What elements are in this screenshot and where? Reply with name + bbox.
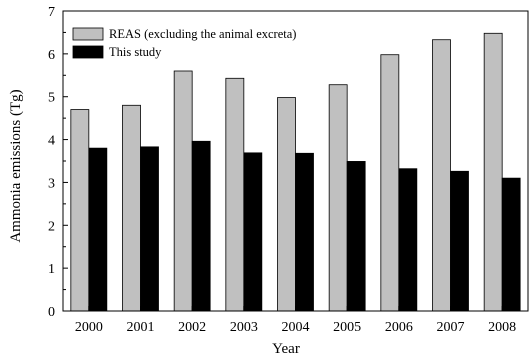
bar-this-study-2007 (450, 170, 469, 312)
bar-reas-2000 (70, 109, 90, 312)
x-tick-label: 2006 (385, 320, 413, 335)
x-tick-label: 2000 (75, 320, 103, 335)
y-tick-label: 3 (48, 176, 55, 191)
bar-this-study-2006 (398, 168, 418, 312)
y-tick-label: 5 (48, 91, 55, 106)
x-tick-label: 2003 (230, 320, 258, 335)
x-tick-label: 2008 (488, 320, 516, 335)
bar-reas-2003 (225, 77, 245, 312)
bar-reas-2005 (328, 84, 348, 312)
bar-reas-2001 (122, 104, 141, 312)
bar-reas-2007 (432, 39, 451, 312)
bar-reas-2008 (483, 32, 503, 312)
bar-reas-2004 (277, 97, 296, 312)
y-tick-label: 0 (48, 305, 55, 320)
legend: REAS (excluding the animal excreta) This … (72, 27, 296, 59)
legend-swatch-this-study (72, 45, 104, 59)
x-tick-label: 2005 (333, 320, 361, 335)
legend-label-reas: REAS (excluding the animal excreta) (109, 27, 296, 41)
bar-this-study-2004 (295, 152, 314, 312)
bar-reas-2002 (173, 70, 193, 312)
bar-this-study-2008 (501, 177, 521, 312)
x-axis-title: Year (272, 341, 300, 357)
y-tick-label: 7 (48, 5, 55, 20)
axes: 0 1 2 3 4 5 6 7 2000 2001 2002 2003 2004 2005 2006 2007… (48, 5, 529, 335)
y-tick-label: 1 (48, 262, 55, 277)
bar-reas-2006 (380, 54, 400, 312)
bar-this-study-2002 (191, 140, 211, 312)
bar-this-study-2003 (243, 152, 263, 312)
legend-swatch-reas (72, 27, 104, 41)
y-tick-label: 6 (48, 48, 55, 63)
x-tick-label: 2002 (178, 320, 206, 335)
bar-this-study-2005 (346, 161, 366, 312)
x-tick-label: 2001 (127, 320, 155, 335)
x-tick-label: 2004 (282, 320, 310, 335)
bar-this-study-2000 (88, 147, 108, 312)
y-tick-label: 2 (48, 219, 55, 234)
x-tick-label: 2007 (437, 320, 465, 335)
plot-area (70, 32, 521, 312)
y-axis-title: Ammonia emissions (Tg) (8, 89, 24, 242)
y-tick-label: 4 (48, 134, 55, 149)
legend-label-this-study: This study (109, 45, 162, 59)
bar-this-study-2001 (140, 146, 159, 312)
